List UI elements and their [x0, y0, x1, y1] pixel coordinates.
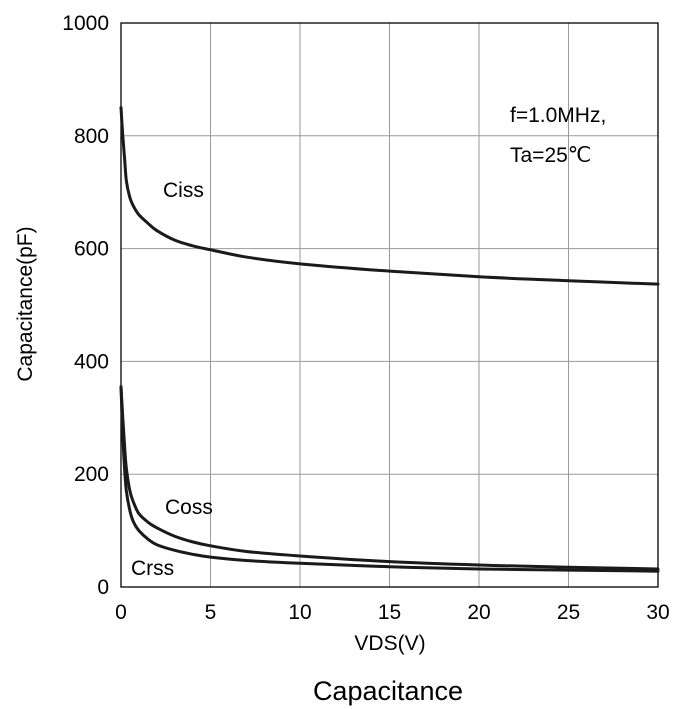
y-tick-label: 400: [74, 350, 109, 373]
series-line-coss: [119, 385, 660, 571]
series-line-crss: [119, 385, 660, 573]
y-tick-label: 200: [74, 463, 109, 486]
x-tick-label: 0: [115, 601, 127, 624]
annotation-temperature: Ta=25℃: [510, 144, 591, 167]
y-tick-labels: 0 200 400 600 800 1000: [62, 12, 109, 599]
series-line-ciss: [119, 106, 660, 286]
x-tick-label: 5: [205, 601, 217, 624]
x-tick-label: 20: [467, 601, 490, 624]
plot-frame: [120, 22, 659, 588]
y-tick-label: 600: [74, 238, 109, 261]
annotation-frequency: f=1.0MHz,: [510, 104, 606, 127]
x-tick-label: 15: [378, 601, 401, 624]
x-tick-label: 30: [646, 601, 669, 624]
y-tick-label: 1000: [62, 12, 109, 35]
y-tick-label: 800: [74, 125, 109, 148]
series-layer: [119, 106, 660, 573]
series-label-crss: Crss: [131, 557, 174, 580]
y-tick-label: 0: [97, 576, 109, 599]
x-tick-label: 10: [288, 601, 311, 624]
x-axis-label: VDS(V): [354, 632, 425, 655]
series-label-ciss: Ciss: [163, 179, 204, 202]
x-tick-label: 25: [557, 601, 580, 624]
y-axis-label: Capacitance(pF): [14, 226, 37, 381]
x-tick-labels: 0 5 10 15 20 25 30: [115, 601, 670, 624]
chart-caption: Capacitance: [313, 676, 463, 706]
series-label-coss: Coss: [165, 496, 213, 519]
